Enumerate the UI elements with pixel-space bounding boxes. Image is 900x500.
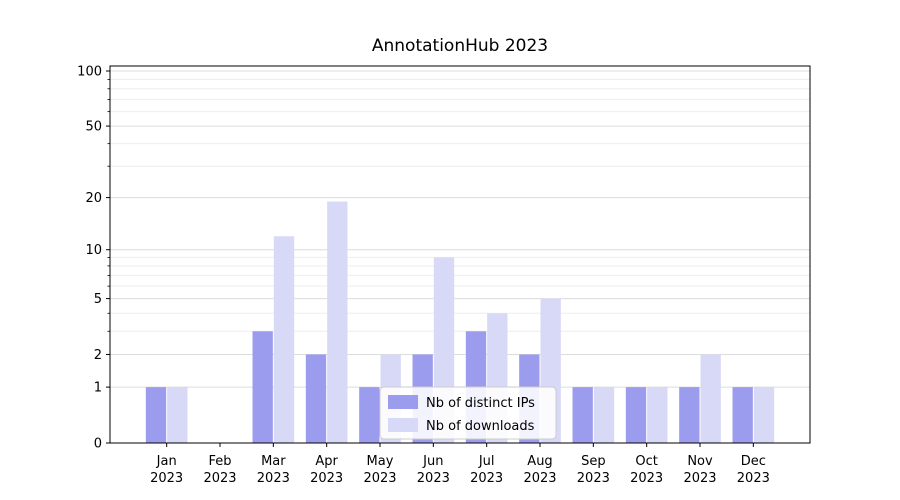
x-tick-label-year: 2023 bbox=[417, 471, 450, 486]
y-tick-label: 50 bbox=[85, 120, 102, 135]
bar-series-0 bbox=[305, 354, 327, 443]
x-tick-label-month: Jan bbox=[156, 454, 177, 469]
x-tick-label-month: Jul bbox=[478, 454, 495, 469]
bar-series-0 bbox=[732, 387, 753, 443]
y-tick-label: 0 bbox=[94, 437, 102, 452]
x-tick-label-year: 2023 bbox=[523, 471, 556, 486]
bar-series-1 bbox=[753, 387, 775, 443]
bar-series-1 bbox=[700, 354, 721, 443]
x-tick-label-month: Oct bbox=[635, 454, 657, 469]
x-tick-label-month: Dec bbox=[741, 454, 766, 469]
x-tick-label-year: 2023 bbox=[737, 471, 770, 486]
x-tick-label-month: May bbox=[367, 454, 394, 469]
bar-series-0 bbox=[625, 387, 647, 443]
x-tick-label-year: 2023 bbox=[363, 471, 396, 486]
x-tick-label-year: 2023 bbox=[470, 471, 503, 486]
x-tick-label-year: 2023 bbox=[683, 471, 716, 486]
y-tick-label: 20 bbox=[85, 191, 102, 206]
legend-label-0: Nb of distinct IPs bbox=[426, 396, 535, 411]
x-tick-label-month: Apr bbox=[315, 454, 338, 469]
legend-swatch-0 bbox=[388, 395, 418, 409]
x-tick-label-month: Nov bbox=[687, 454, 713, 469]
bar-series-0 bbox=[359, 387, 380, 443]
x-tick-label-month: Aug bbox=[527, 454, 552, 469]
legend-swatch-1 bbox=[388, 418, 418, 432]
x-tick-label-year: 2023 bbox=[310, 471, 343, 486]
bar-series-1 bbox=[593, 387, 615, 443]
x-tick-label-month: Feb bbox=[208, 454, 231, 469]
x-tick-label-year: 2023 bbox=[630, 471, 663, 486]
y-tick-label: 5 bbox=[94, 292, 102, 307]
x-tick-label-year: 2023 bbox=[257, 471, 290, 486]
x-tick-label-year: 2023 bbox=[203, 471, 236, 486]
bar-series-0 bbox=[679, 387, 700, 443]
y-tick-label: 1 bbox=[94, 381, 102, 396]
x-tick-label-month: Mar bbox=[261, 454, 286, 469]
x-tick-label-year: 2023 bbox=[577, 471, 610, 486]
plot-border bbox=[109, 65, 811, 444]
bar-series-1 bbox=[327, 201, 348, 443]
bar-series-0 bbox=[572, 387, 593, 443]
x-tick-label-month: Jun bbox=[422, 454, 443, 469]
bar-series-0 bbox=[252, 331, 273, 443]
x-tick-label-month: Sep bbox=[581, 454, 606, 469]
legend-box bbox=[379, 386, 557, 440]
y-tick-label: 10 bbox=[85, 243, 102, 258]
chart-title: AnnotationHub 2023 bbox=[371, 36, 549, 56]
y-tick-label: 100 bbox=[77, 65, 102, 80]
y-tick-label: 2 bbox=[94, 348, 102, 363]
bar-series-0 bbox=[145, 387, 167, 443]
bar-series-1 bbox=[167, 387, 188, 443]
bar-series-1 bbox=[273, 236, 295, 443]
legend-label-1: Nb of downloads bbox=[426, 419, 535, 434]
bar-series-1 bbox=[647, 387, 668, 443]
x-tick-label-year: 2023 bbox=[150, 471, 183, 486]
